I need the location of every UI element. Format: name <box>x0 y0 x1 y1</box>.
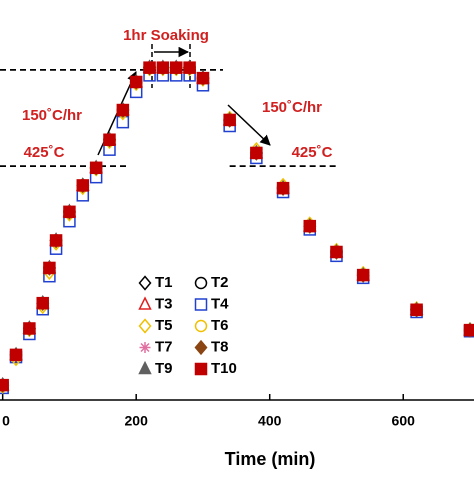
point <box>156 61 170 74</box>
point <box>0 378 9 392</box>
ramp-down-arrow <box>227 104 271 146</box>
legend-marker <box>194 319 208 333</box>
legend-label: T9 <box>155 360 173 377</box>
point <box>169 61 183 74</box>
legend-marker <box>138 318 152 334</box>
point <box>43 261 56 275</box>
point <box>410 303 423 317</box>
x-tick-label: 600 <box>392 413 416 429</box>
legend-marker <box>139 342 151 353</box>
point <box>76 179 90 192</box>
legend-marker <box>138 360 152 375</box>
point <box>103 133 116 147</box>
point <box>49 234 63 247</box>
point <box>223 113 236 127</box>
legend-label: T5 <box>155 317 173 334</box>
point <box>196 71 210 85</box>
annotation: 425˚C <box>292 144 333 161</box>
point <box>36 296 49 310</box>
legend-label: T6 <box>211 317 229 334</box>
point <box>23 322 36 335</box>
point <box>356 268 370 282</box>
annotation: 150˚C/hr <box>262 99 322 116</box>
legend-label: T10 <box>211 360 237 377</box>
annotation: 1hr Soaking <box>123 27 209 44</box>
legend-label: T1 <box>155 274 173 291</box>
annotation: 150˚C/hr <box>22 107 82 124</box>
legend-marker <box>138 275 152 291</box>
legend-marker <box>194 276 208 290</box>
legend-label: T2 <box>211 274 229 291</box>
point <box>89 161 103 175</box>
point <box>129 75 143 89</box>
legend-marker <box>138 296 152 310</box>
point <box>303 219 317 233</box>
point <box>276 181 290 195</box>
x-axis-title: Time (min) <box>225 449 316 469</box>
point <box>463 323 474 337</box>
x-tick-label: 400 <box>258 413 282 429</box>
point <box>116 103 130 117</box>
point <box>143 61 156 74</box>
legend-label: T3 <box>155 295 173 312</box>
point <box>250 146 263 160</box>
legend-label: T7 <box>155 338 173 355</box>
legend-marker <box>194 339 208 356</box>
legend-marker <box>194 362 208 376</box>
x-tick-label: 200 <box>125 413 149 429</box>
legend-marker <box>194 298 208 311</box>
point <box>63 205 76 219</box>
legend-label: T8 <box>211 338 229 355</box>
x-tick-label: 0 <box>2 413 10 429</box>
annotation: 425˚C <box>24 144 65 161</box>
legend-label: T4 <box>211 295 229 312</box>
point <box>330 245 343 259</box>
point <box>183 61 196 74</box>
point <box>9 348 23 362</box>
